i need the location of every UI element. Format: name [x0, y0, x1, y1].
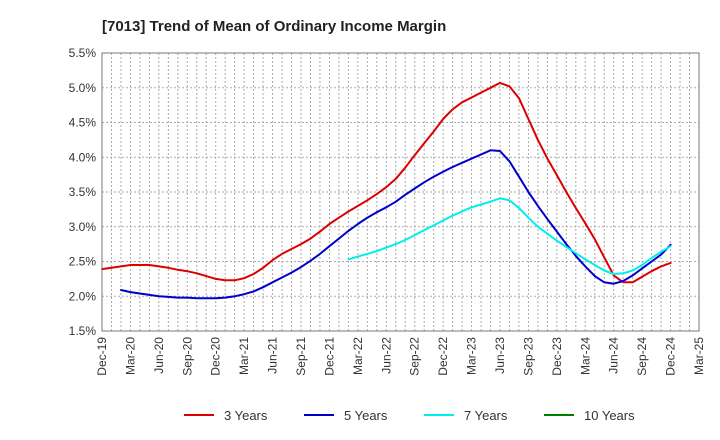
x-tick-label: Sep-24	[635, 337, 649, 376]
x-tick-label: Sep-23	[521, 337, 535, 376]
x-tick-label: Jun-20	[152, 337, 166, 374]
x-tick-label: Sep-21	[294, 337, 308, 376]
x-tick-label: Mar-21	[237, 337, 251, 375]
y-tick-label: 5.0%	[69, 81, 97, 95]
x-tick-label: Mar-23	[465, 337, 479, 375]
legend-label: 7 Years	[464, 408, 508, 423]
y-tick-label: 4.0%	[69, 150, 97, 164]
x-axis-ticks: Dec-19 Mar-20 Jun-20 Sep-20 Dec-20 Mar-21 Jun-…	[95, 337, 706, 376]
x-tick-label: Sep-20	[180, 337, 194, 376]
series-layer	[101, 81, 672, 300]
x-tick-label: Dec-22	[436, 337, 450, 376]
grid	[102, 53, 699, 331]
y-tick-label: 5.5%	[69, 46, 97, 60]
y-tick-label: 3.0%	[69, 220, 97, 234]
y-tick-label: 2.5%	[69, 255, 97, 269]
series-line-3	[347, 197, 672, 275]
x-tick-label: Dec-24	[664, 337, 678, 376]
x-tick-label: Jun-21	[266, 337, 280, 374]
x-tick-label: Jun-24	[607, 337, 621, 374]
legend-label: 5 Years	[344, 408, 388, 423]
x-tick-label: Dec-21	[322, 337, 336, 376]
legend: 3 Years 5 Years 7 Years 10 Years	[184, 408, 635, 423]
plot-border	[101, 52, 700, 332]
y-tick-label: 3.5%	[69, 185, 97, 199]
x-tick-label: Dec-19	[95, 337, 109, 376]
x-tick-label: Dec-23	[550, 337, 564, 376]
chart-title: [7013] Trend of Mean of Ordinary Income …	[102, 18, 446, 35]
plot-area	[101, 52, 700, 332]
legend-label: 10 Years	[584, 408, 635, 423]
series-line-1	[101, 81, 672, 284]
y-tick-label: 2.0%	[69, 289, 97, 303]
y-axis-ticks: 1.5% 2.0% 2.5% 3.0% 3.5% 4.0% 4.5% 5.0% 5.5%	[69, 46, 97, 338]
x-tick-label: Mar-20	[123, 337, 137, 375]
x-tick-label: Dec-20	[209, 337, 223, 376]
y-tick-label: 1.5%	[69, 324, 97, 338]
x-tick-label: Mar-24	[578, 337, 592, 375]
y-tick-label: 4.5%	[69, 116, 97, 130]
x-tick-label: Mar-25	[692, 337, 706, 375]
series-line-2	[120, 149, 672, 300]
x-tick-label: Mar-22	[351, 337, 365, 375]
x-tick-label: Jun-22	[379, 337, 393, 374]
x-tick-label: Jun-23	[493, 337, 507, 374]
legend-label: 3 Years	[224, 408, 268, 423]
x-tick-label: Sep-22	[408, 337, 422, 376]
